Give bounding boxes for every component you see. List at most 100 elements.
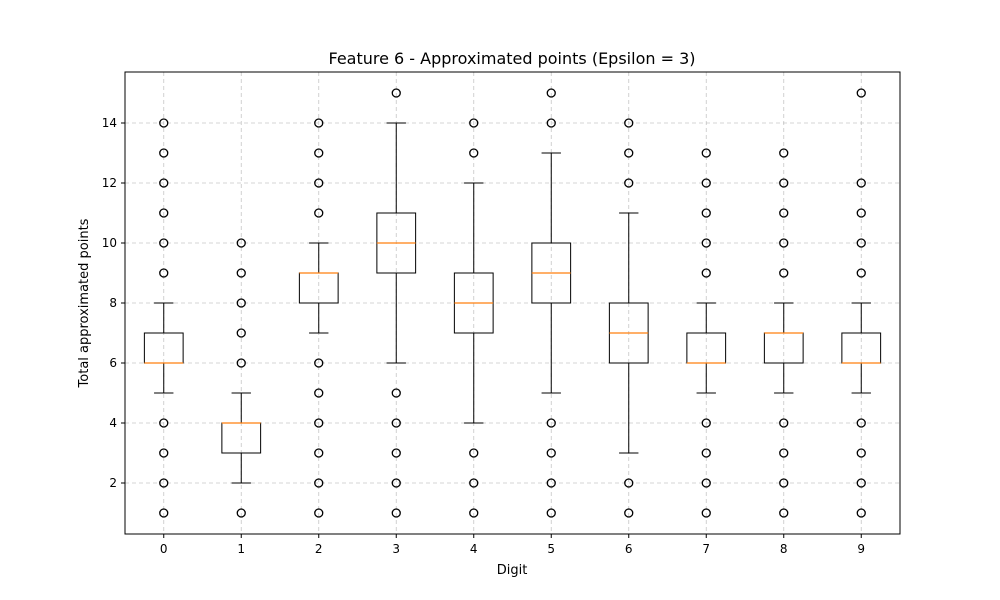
x-tick-label: 3: [392, 542, 400, 556]
outlier-point: [856, 268, 866, 278]
outlier-point: [779, 478, 789, 488]
box-digit-2: [298, 118, 339, 518]
outlier-point: [159, 178, 169, 188]
box-digit-8: [763, 148, 804, 518]
outlier-point: [314, 478, 324, 488]
outlier-point: [779, 268, 789, 278]
outlier-point: [624, 178, 634, 188]
x-tick-label: 2: [315, 542, 323, 556]
outlier-point: [159, 268, 169, 278]
x-tick-label: 9: [857, 542, 865, 556]
outlier-point: [469, 448, 479, 458]
x-tick-label: 4: [470, 542, 478, 556]
outlier-point: [779, 508, 789, 518]
outlier-point: [159, 478, 169, 488]
box-digit-4: [453, 118, 494, 518]
outlier-point: [701, 418, 711, 428]
outlier-point: [856, 478, 866, 488]
outlier-point: [546, 418, 556, 428]
outlier-point: [236, 268, 246, 278]
outlier-point: [391, 478, 401, 488]
outlier-point: [314, 508, 324, 518]
box-digit-7: [686, 148, 727, 518]
outlier-point: [779, 148, 789, 158]
outlier-point: [159, 148, 169, 158]
box-digit-5: [531, 88, 572, 518]
outlier-point: [314, 358, 324, 368]
outlier-point: [546, 118, 556, 128]
outlier-point: [159, 418, 169, 428]
outlier-point: [314, 178, 324, 188]
outlier-point: [314, 118, 324, 128]
outlier-point: [701, 148, 711, 158]
outlier-point: [856, 418, 866, 428]
outlier-point: [624, 148, 634, 158]
outlier-point: [391, 418, 401, 428]
outlier-point: [856, 448, 866, 458]
outlier-point: [779, 178, 789, 188]
outlier-point: [856, 208, 866, 218]
outlier-point: [159, 508, 169, 518]
outlier-point: [779, 448, 789, 458]
outlier-point: [469, 148, 479, 158]
outlier-point: [624, 508, 634, 518]
outlier-point: [314, 208, 324, 218]
outlier-point: [391, 508, 401, 518]
y-tick-label: 8: [109, 296, 117, 310]
outlier-point: [701, 268, 711, 278]
x-tick-label: 1: [237, 542, 245, 556]
chart-title: Feature 6 - Approximated points (Epsilon…: [328, 49, 695, 68]
y-tick-label: 12: [102, 176, 117, 190]
x-tick-label: 0: [160, 542, 168, 556]
outlier-point: [236, 238, 246, 248]
outlier-point: [314, 448, 324, 458]
y-tick-label: 6: [109, 356, 117, 370]
outlier-point: [391, 388, 401, 398]
box-digit-9: [841, 88, 882, 518]
outlier-point: [159, 118, 169, 128]
box-digit-1: [221, 238, 262, 518]
outlier-point: [701, 238, 711, 248]
y-tick-label: 4: [109, 416, 117, 430]
outlier-point: [856, 178, 866, 188]
outlier-point: [236, 508, 246, 518]
outlier-point: [159, 208, 169, 218]
outlier-point: [314, 418, 324, 428]
outlier-point: [779, 418, 789, 428]
outlier-point: [856, 508, 866, 518]
outlier-point: [546, 448, 556, 458]
x-tick-label: 5: [547, 542, 555, 556]
outlier-point: [391, 448, 401, 458]
x-axis-label: Digit: [497, 563, 528, 578]
box-digit-0: [143, 118, 184, 518]
outlier-point: [701, 448, 711, 458]
outlier-point: [236, 298, 246, 308]
x-tick-label: 8: [780, 542, 788, 556]
outlier-point: [779, 238, 789, 248]
y-tick-label: 2: [109, 476, 117, 490]
outlier-point: [701, 508, 711, 518]
outlier-point: [779, 208, 789, 218]
box-digit-6: [608, 118, 649, 518]
box-digit-3: [376, 88, 417, 518]
outlier-point: [624, 118, 634, 128]
outlier-point: [236, 358, 246, 368]
outlier-point: [469, 118, 479, 128]
outlier-point: [856, 88, 866, 98]
outlier-point: [159, 448, 169, 458]
outlier-point: [856, 238, 866, 248]
outlier-point: [314, 148, 324, 158]
outlier-point: [469, 478, 479, 488]
outlier-point: [546, 88, 556, 98]
y-tick-label: 10: [102, 236, 117, 250]
outlier-point: [546, 508, 556, 518]
outlier-point: [314, 388, 324, 398]
outlier-point: [391, 88, 401, 98]
outlier-point: [624, 478, 634, 488]
outlier-point: [236, 328, 246, 338]
plot-area: [143, 88, 882, 518]
y-axis-label: Total approximated points: [77, 218, 92, 388]
outlier-point: [546, 478, 556, 488]
